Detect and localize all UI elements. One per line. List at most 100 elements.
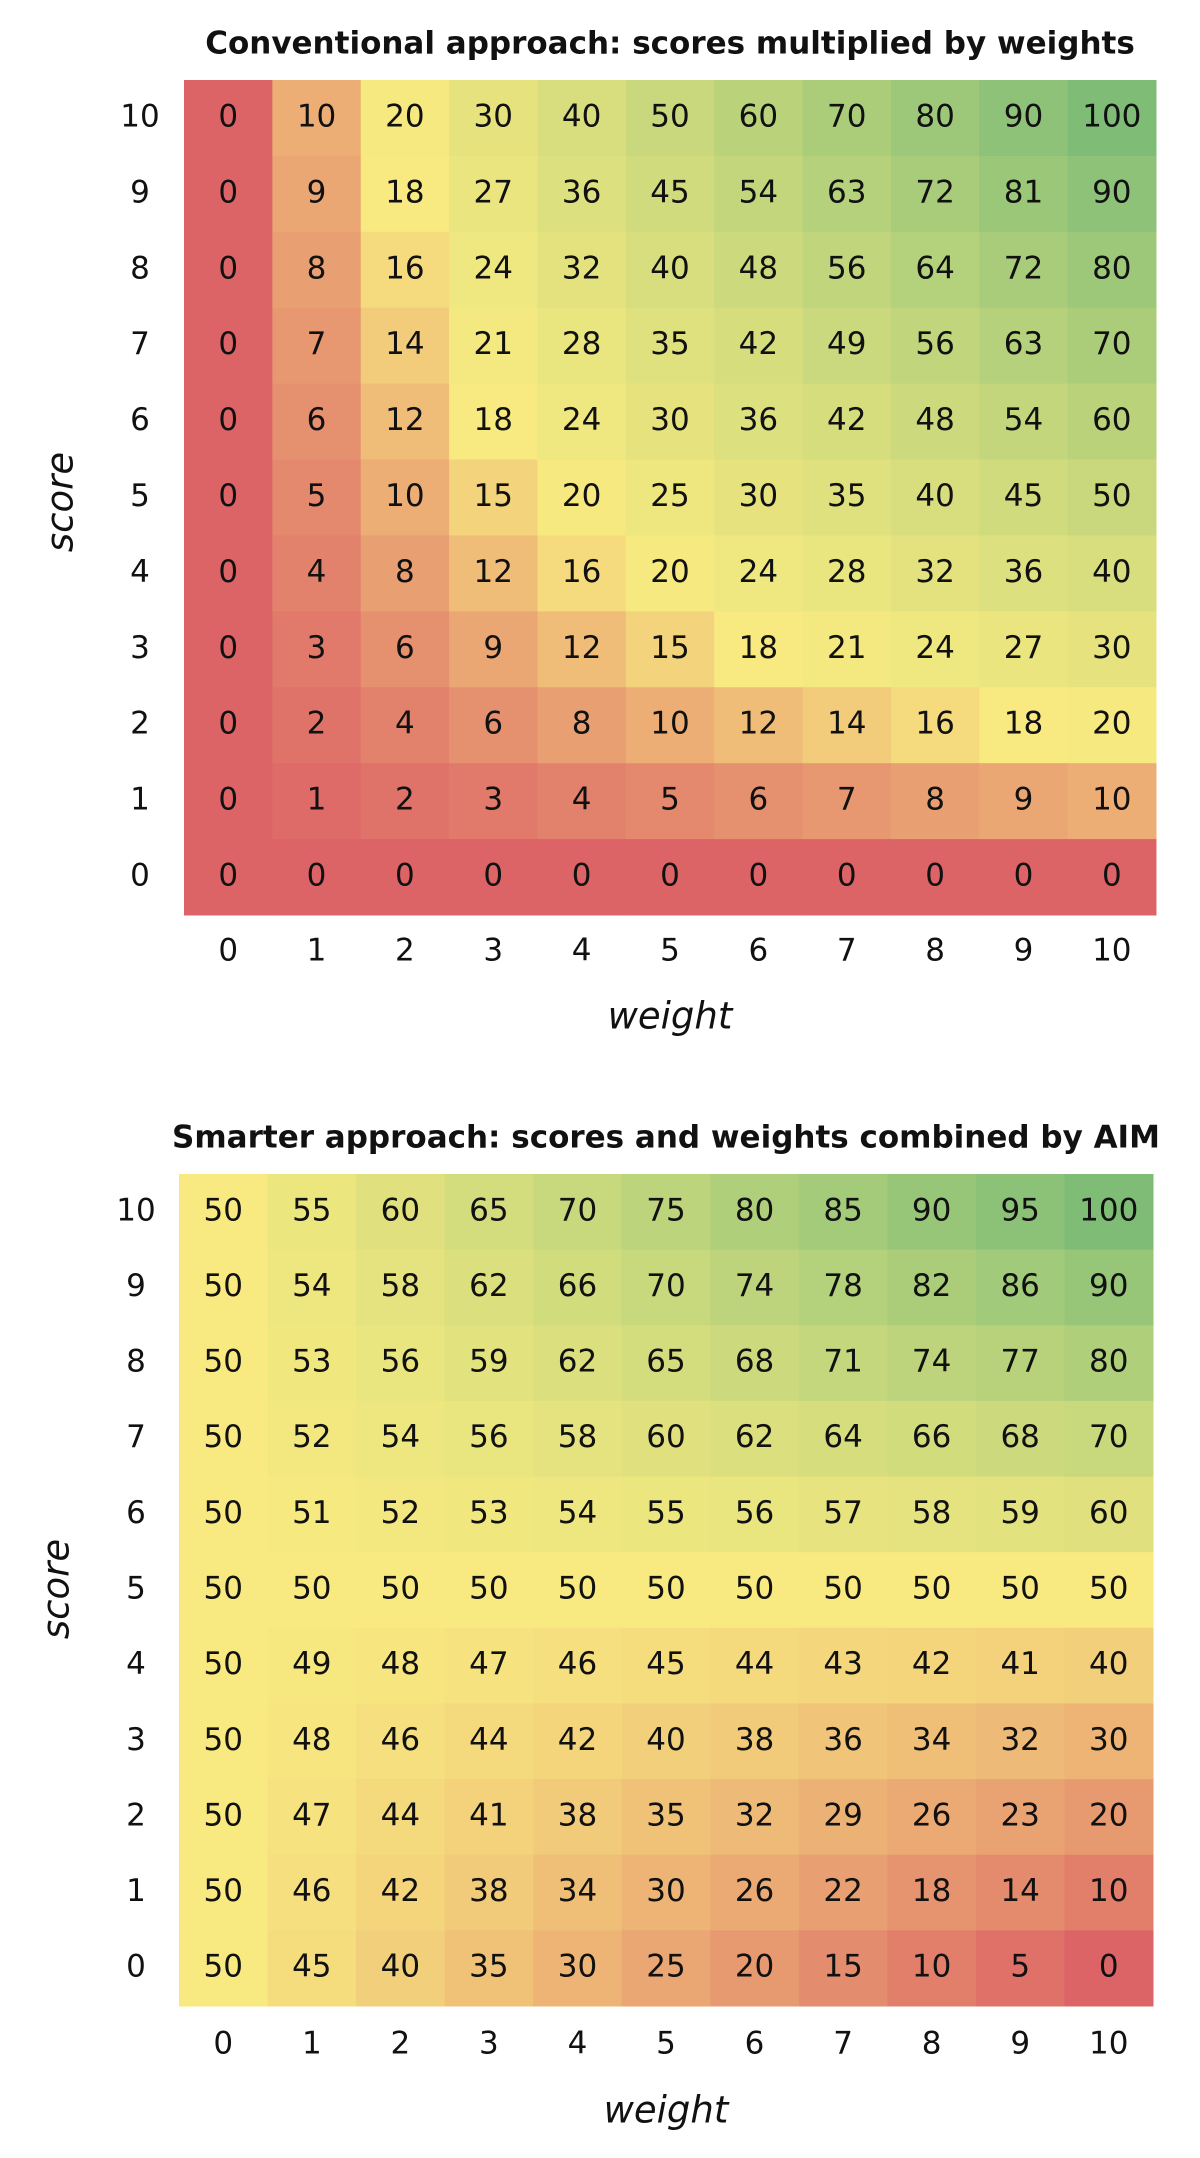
y-tick-label: 2 [126, 1797, 146, 1833]
heat-cell [625, 231, 715, 309]
heat-cell [1067, 231, 1157, 309]
cell-label: 70 [558, 1192, 597, 1228]
heat-cell [444, 1627, 534, 1704]
cell-label: 9 [483, 630, 503, 666]
y-tick-label: 10 [116, 1192, 155, 1228]
cell-label: 48 [381, 1646, 420, 1682]
y-tick-label: 4 [126, 1646, 146, 1682]
heat-cell [179, 1249, 269, 1326]
heat-cell [356, 1703, 446, 1780]
cell-label: 42 [739, 326, 778, 362]
x-tick-label: 4 [572, 933, 592, 969]
heat-cell [890, 839, 980, 916]
cell-label: 57 [823, 1495, 862, 1531]
cell-label: 68 [735, 1344, 774, 1380]
y-tick-label: 8 [126, 1344, 146, 1380]
cell-label: 71 [823, 1344, 862, 1380]
heat-cell [360, 611, 450, 688]
cell-label: 54 [739, 174, 778, 210]
heat-cell [887, 1400, 977, 1478]
cell-label: 14 [385, 326, 424, 362]
cell-label: 18 [474, 402, 513, 438]
cell-label: 25 [650, 478, 689, 514]
heat-cell [1067, 155, 1157, 233]
heat-cell [710, 1854, 800, 1931]
heat-cell [272, 307, 362, 385]
heat-cell [975, 1703, 1065, 1780]
heat-cell [184, 611, 273, 688]
cell-label: 56 [469, 1419, 508, 1455]
cell-label: 26 [735, 1873, 774, 1909]
cell-label: 78 [823, 1268, 862, 1304]
cell-label: 35 [646, 1797, 685, 1833]
cell-label: 41 [469, 1797, 508, 1833]
cell-label: 64 [823, 1419, 862, 1455]
cell-label: 24 [562, 402, 601, 438]
heat-cell [267, 1174, 357, 1251]
cell-label: 15 [474, 478, 513, 514]
heat-cell [887, 1779, 977, 1856]
heat-cell [890, 155, 980, 233]
cell-label: 20 [650, 554, 689, 590]
heat-cell [887, 1627, 977, 1704]
heat-cell [1067, 459, 1157, 536]
heat-cell [267, 1779, 357, 1856]
cell-label: 50 [204, 1797, 243, 1833]
heat-cell [975, 1552, 1065, 1629]
heat-cell [444, 1552, 534, 1629]
heat-cell [979, 155, 1069, 233]
cell-label: 2 [307, 706, 327, 742]
cell-label: 16 [915, 706, 954, 742]
cell-label: 72 [1004, 250, 1043, 286]
cell-label: 42 [912, 1646, 951, 1682]
heat-cell [267, 1627, 357, 1704]
cell-label: 18 [385, 174, 424, 210]
x-tick-label: 10 [1089, 2026, 1128, 2062]
cell-label: 62 [558, 1344, 597, 1380]
cell-label: 86 [1000, 1268, 1039, 1304]
cell-label: 62 [735, 1419, 774, 1455]
y-tick-label: 6 [126, 1495, 146, 1531]
cell-label: 38 [469, 1873, 508, 1909]
heat-cell [272, 459, 362, 536]
cell-label: 70 [827, 98, 866, 134]
heat-cell [625, 535, 715, 612]
cell-label: 0 [218, 858, 238, 894]
heat-cell [356, 1249, 446, 1326]
heat-cell [179, 1552, 269, 1629]
cell-label: 4 [572, 782, 592, 818]
heat-cell [179, 1930, 269, 2007]
x-tick-label: 5 [656, 2026, 676, 2062]
cell-label: 28 [562, 326, 601, 362]
heat-cell [444, 1703, 534, 1780]
cell-label: 6 [395, 630, 415, 666]
cell-label: 44 [381, 1797, 420, 1833]
heat-cell [267, 1703, 357, 1780]
heat-cell [625, 155, 715, 233]
heat-cell [267, 1552, 357, 1629]
heat-cell [360, 763, 450, 840]
cell-label: 50 [204, 1722, 243, 1758]
heat-cell [798, 1476, 888, 1553]
heat-cell [272, 535, 362, 612]
cell-label: 6 [483, 706, 503, 742]
cell-label: 0 [483, 858, 503, 894]
heat-cell [621, 1930, 711, 2007]
cell-label: 18 [739, 630, 778, 666]
heat-cell [360, 839, 450, 916]
y-tick-label: 7 [126, 1419, 146, 1455]
heat-cell [625, 687, 715, 764]
heat-cell [179, 1779, 269, 1856]
cell-label: 50 [823, 1571, 862, 1607]
heat-cell [979, 763, 1069, 840]
heat-cell [449, 611, 538, 688]
heat-cell [1064, 1552, 1154, 1629]
cell-label: 35 [827, 478, 866, 514]
heat-cell [444, 1779, 534, 1856]
cell-label: 56 [915, 326, 954, 362]
cell-label: 42 [558, 1722, 597, 1758]
heat-cell [267, 1854, 357, 1931]
cell-label: 38 [558, 1797, 597, 1833]
x-tick-label: 4 [568, 2026, 588, 2062]
heat-cell [802, 839, 892, 916]
